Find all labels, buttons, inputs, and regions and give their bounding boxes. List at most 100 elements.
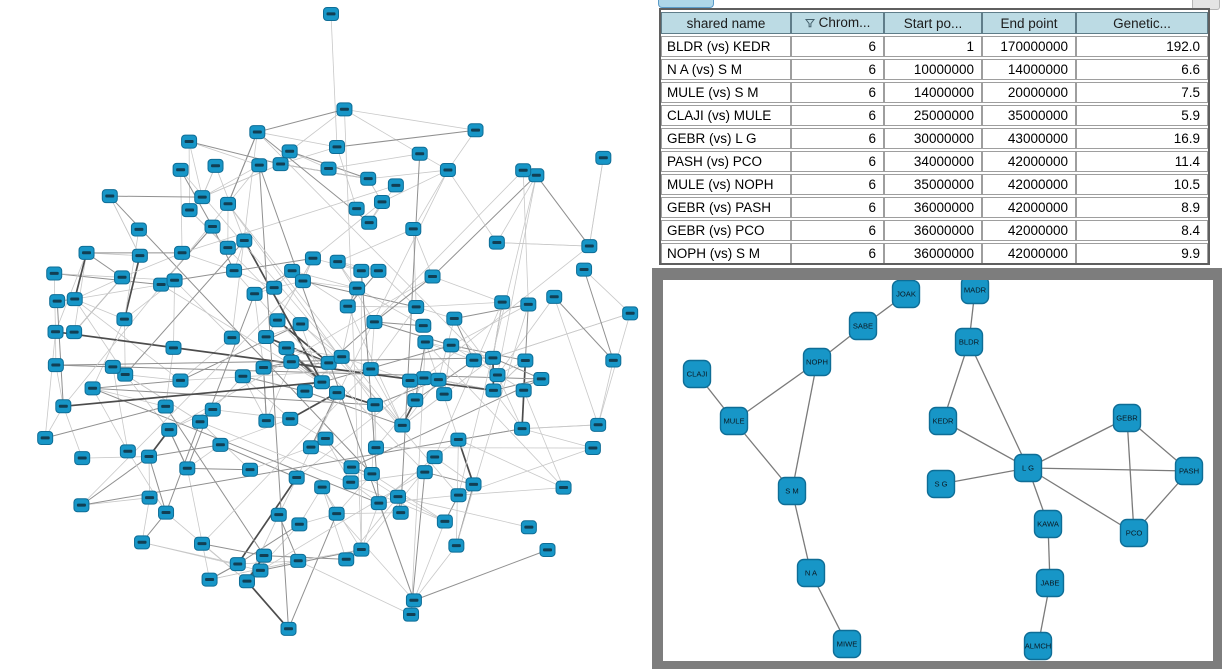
network-node[interactable]: [328, 506, 345, 521]
network-node[interactable]: [304, 251, 321, 266]
network-node[interactable]: [219, 240, 236, 255]
network-node[interactable]: [157, 399, 174, 414]
network-node[interactable]: [158, 505, 175, 520]
table-cell[interactable]: 16.9: [1076, 128, 1208, 149]
network-node[interactable]: [46, 266, 63, 281]
network-node[interactable]: [193, 536, 210, 551]
column-header-chromosome[interactable]: Chrom...: [791, 12, 884, 34]
network-node[interactable]: [407, 393, 424, 408]
network-node[interactable]: [317, 431, 334, 446]
network-node[interactable]: [450, 488, 467, 503]
subnetwork-node[interactable]: KEDR: [928, 406, 958, 436]
network-node[interactable]: [595, 150, 612, 165]
subnetwork-edge[interactable]: [733, 361, 818, 422]
table-row[interactable]: GEBR (vs) PCO 6 36000000 42000000 8.4: [661, 220, 1208, 241]
network-node[interactable]: [392, 505, 409, 520]
subnetwork-node[interactable]: L G: [1013, 453, 1043, 483]
network-node[interactable]: [291, 517, 308, 532]
table-row[interactable]: PASH (vs) PCO 6 34000000 42000000 11.4: [661, 151, 1208, 172]
table-row[interactable]: BLDR (vs) KEDR 6 1 170000000 192.0: [661, 36, 1208, 57]
network-node[interactable]: [366, 314, 383, 329]
network-node[interactable]: [246, 286, 263, 301]
table-cell[interactable]: 8.4: [1076, 220, 1208, 241]
network-node[interactable]: [282, 411, 299, 426]
network-node[interactable]: [302, 440, 319, 455]
network-node[interactable]: [329, 140, 345, 154]
column-header-end-point[interactable]: End point: [982, 12, 1076, 34]
network-node[interactable]: [353, 542, 370, 557]
network-node[interactable]: [403, 607, 420, 622]
table-cell[interactable]: 6: [791, 128, 884, 149]
table-cell[interactable]: CLAJI (vs) MULE: [661, 105, 791, 126]
subnetwork-edge[interactable]: [1027, 467, 1135, 534]
table-row[interactable]: GEBR (vs) L G 6 30000000 43000000 16.9: [661, 128, 1208, 149]
network-node[interactable]: [515, 163, 532, 178]
network-node[interactable]: [165, 340, 182, 355]
network-node[interactable]: [223, 330, 240, 345]
table-cell[interactable]: 43000000: [982, 128, 1076, 149]
network-node[interactable]: [117, 367, 134, 382]
network-node[interactable]: [338, 552, 355, 567]
subnetwork-edge[interactable]: [1126, 417, 1135, 534]
network-node[interactable]: [394, 418, 411, 433]
network-node[interactable]: [314, 480, 331, 495]
table-cell[interactable]: 10.5: [1076, 174, 1208, 195]
table-cell[interactable]: 6: [791, 59, 884, 80]
subnetwork-edge[interactable]: [942, 420, 1029, 469]
network-node[interactable]: [320, 161, 337, 176]
network-node[interactable]: [424, 269, 441, 284]
subnetwork-edge[interactable]: [1027, 467, 1190, 472]
table-cell[interactable]: 7.5: [1076, 82, 1208, 103]
subnetwork-node[interactable]: N A: [796, 558, 826, 588]
network-node[interactable]: [446, 311, 463, 326]
network-node[interactable]: [55, 399, 72, 414]
network-node[interactable]: [402, 373, 419, 388]
subnetwork-edge[interactable]: [1027, 417, 1128, 469]
network-node[interactable]: [485, 383, 502, 398]
subnetwork-node[interactable]: PCO: [1119, 518, 1149, 548]
network-node[interactable]: [370, 263, 387, 278]
subnetwork-node[interactable]: S M: [777, 476, 807, 506]
network-node[interactable]: [296, 384, 313, 399]
table-cell[interactable]: 20000000: [982, 82, 1076, 103]
network-node[interactable]: [329, 254, 346, 269]
network-node[interactable]: [251, 158, 268, 173]
network-node[interactable]: [417, 335, 434, 350]
network-node[interactable]: [84, 381, 101, 396]
network-node[interactable]: [370, 496, 387, 511]
network-node[interactable]: [134, 535, 151, 550]
network-node[interactable]: [73, 498, 90, 513]
network-node[interactable]: [489, 368, 506, 383]
network-node[interactable]: [349, 281, 366, 296]
network-node[interactable]: [66, 325, 83, 340]
table-cell[interactable]: 6.6: [1076, 59, 1208, 80]
network-node[interactable]: [258, 329, 275, 344]
network-node[interactable]: [408, 300, 425, 315]
column-header-shared-name[interactable]: shared name: [661, 12, 791, 34]
panel-tab-fragment[interactable]: [658, 0, 714, 8]
network-node[interactable]: [294, 274, 311, 289]
network-node[interactable]: [389, 489, 406, 504]
network-node[interactable]: [436, 514, 453, 529]
network-node[interactable]: [220, 196, 237, 211]
table-row[interactable]: CLAJI (vs) MULE 6 25000000 35000000 5.9: [661, 105, 1208, 126]
network-node[interactable]: [252, 563, 269, 578]
subnetwork-node[interactable]: JOAK: [891, 280, 921, 309]
network-node[interactable]: [194, 190, 211, 205]
network-node[interactable]: [116, 312, 133, 327]
network-node[interactable]: [323, 7, 339, 21]
network-node[interactable]: [192, 414, 209, 429]
table-cell[interactable]: 6: [791, 220, 884, 241]
table-cell[interactable]: N A (vs) S M: [661, 59, 791, 80]
network-node[interactable]: [342, 475, 359, 490]
table-cell[interactable]: 42000000: [982, 151, 1076, 172]
table-cell[interactable]: 42000000: [982, 243, 1076, 263]
table-cell[interactable]: PASH (vs) PCO: [661, 151, 791, 172]
network-node[interactable]: [467, 123, 484, 138]
network-node[interactable]: [362, 362, 379, 377]
network-node[interactable]: [367, 397, 384, 412]
network-node[interactable]: [131, 248, 148, 263]
network-node[interactable]: [104, 359, 121, 374]
network-node[interactable]: [161, 422, 178, 437]
network-node[interactable]: [343, 460, 360, 475]
